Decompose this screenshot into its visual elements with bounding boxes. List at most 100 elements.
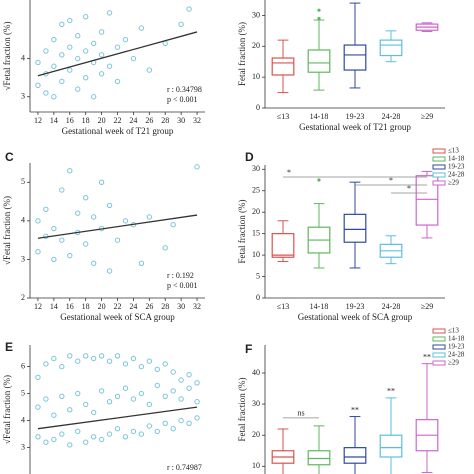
significance: * xyxy=(407,184,411,193)
x-tick-label: ≤13 xyxy=(277,302,289,311)
point xyxy=(170,369,176,375)
point xyxy=(154,382,160,389)
point xyxy=(90,94,97,100)
annotation: p < 0.001 xyxy=(167,281,198,290)
point xyxy=(106,10,113,16)
legend-label: ≥29 xyxy=(448,179,459,187)
point xyxy=(59,237,65,243)
significance: ns xyxy=(297,409,304,418)
legend-swatch xyxy=(432,180,446,186)
point xyxy=(98,52,105,58)
point xyxy=(35,249,41,255)
x-tick-label: 28 xyxy=(161,302,169,311)
y-tick-label: 3 xyxy=(21,254,25,263)
significance: * xyxy=(287,168,291,177)
point xyxy=(106,63,113,69)
annotation: r : 0.74987 xyxy=(167,463,202,472)
legend-swatch xyxy=(432,336,446,342)
legend-swatch xyxy=(432,360,446,366)
x-tick-label: 32 xyxy=(193,302,201,311)
point xyxy=(130,355,137,362)
point xyxy=(82,439,89,445)
outlier xyxy=(317,8,321,12)
y-tick-label: 15 xyxy=(252,228,260,237)
point xyxy=(98,388,105,394)
point xyxy=(186,420,192,426)
point xyxy=(75,358,81,364)
legend-label: ≤13 xyxy=(448,147,459,155)
y-tick-label: 20 xyxy=(252,430,260,439)
point xyxy=(154,428,160,435)
x-tick-label: 28 xyxy=(161,116,169,125)
point xyxy=(59,52,65,58)
point xyxy=(114,44,121,50)
y-tick-label: 10 xyxy=(252,72,260,81)
point xyxy=(59,363,65,370)
point xyxy=(90,434,97,440)
point xyxy=(82,241,89,247)
x-tick-label: 16 xyxy=(66,116,74,125)
point xyxy=(75,33,81,39)
x-tick-label: 24 xyxy=(129,302,137,311)
point xyxy=(67,44,73,50)
y-tick-label: 2 xyxy=(21,293,25,302)
point xyxy=(43,439,49,445)
point xyxy=(67,353,73,359)
significance: ** xyxy=(423,352,431,361)
x-tick-label: 14 xyxy=(50,116,58,125)
point xyxy=(90,260,97,266)
point xyxy=(51,355,57,362)
point xyxy=(82,353,89,359)
point xyxy=(178,396,184,402)
x-tick-label: 22 xyxy=(114,116,122,125)
point xyxy=(59,393,65,399)
point xyxy=(162,393,168,399)
point xyxy=(98,71,105,77)
legend-swatch xyxy=(432,344,446,350)
x-axis-label: Gestational week of SCA group xyxy=(298,312,413,322)
point xyxy=(186,6,192,12)
point xyxy=(114,353,121,359)
point xyxy=(90,409,97,416)
point xyxy=(178,377,184,383)
point xyxy=(106,202,113,209)
box xyxy=(415,175,439,226)
point xyxy=(146,423,153,429)
y-tick-label: 30 xyxy=(252,10,260,19)
point xyxy=(43,396,49,402)
y-tick-label: 3 xyxy=(21,442,25,451)
point xyxy=(186,385,192,391)
point xyxy=(122,36,129,43)
point xyxy=(122,218,129,224)
point xyxy=(51,436,57,443)
x-tick-label: 24-28 xyxy=(382,112,401,121)
x-tick-label: 14-18 xyxy=(310,112,329,121)
y-tick-label: 10 xyxy=(252,461,260,470)
point xyxy=(146,358,153,364)
point xyxy=(130,396,137,402)
box xyxy=(343,213,367,243)
legend-swatch xyxy=(432,148,446,154)
point xyxy=(82,74,89,81)
x-tick-label: 26 xyxy=(145,302,153,311)
box xyxy=(307,450,331,466)
annotation: r : 0.192 xyxy=(167,271,194,280)
x-tick-label: 24 xyxy=(129,116,137,125)
box xyxy=(379,39,403,57)
legend-swatch xyxy=(432,352,446,358)
x-tick-label: 12 xyxy=(34,116,42,125)
y-tick-label: 4 xyxy=(21,216,25,225)
legend-label: 14-18 xyxy=(448,155,465,163)
x-tick-label: 18 xyxy=(82,116,90,125)
point xyxy=(35,218,41,224)
point xyxy=(35,404,41,410)
x-tick-label: 22 xyxy=(114,302,122,311)
x-tick-label: 18 xyxy=(82,302,90,311)
y-tick-label: 5 xyxy=(256,271,260,280)
box xyxy=(343,447,367,464)
point xyxy=(35,59,41,66)
point xyxy=(43,206,49,212)
x-tick-label: 20 xyxy=(98,116,106,125)
legend-swatch xyxy=(432,156,446,162)
